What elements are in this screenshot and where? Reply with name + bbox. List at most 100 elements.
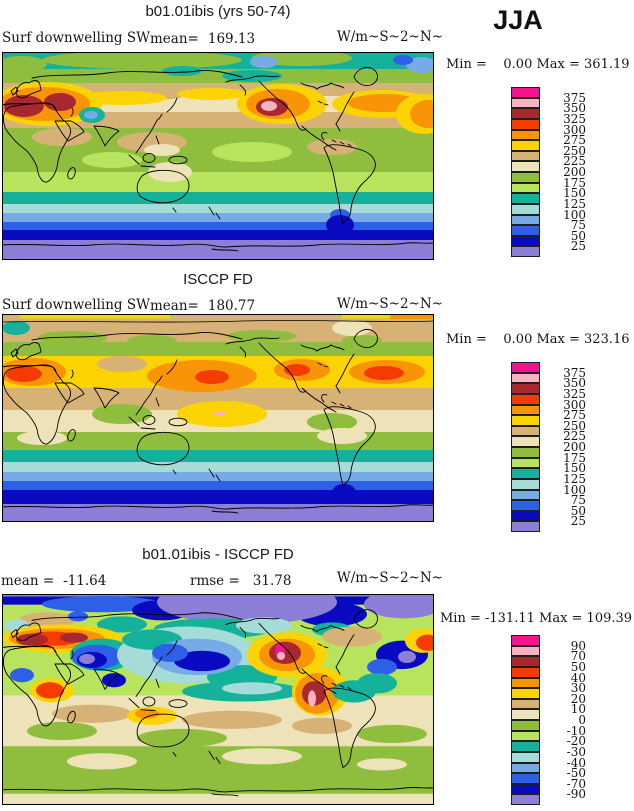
panel1-minmax: Min = 0.00 Max = 361.19: [446, 57, 630, 72]
panel3-colorbar: 90 70 50 40 30 20 10 0 -10 -20 -30 -40 -50 -70 -90: [511, 635, 591, 807]
map-diff: [2, 594, 434, 805]
panel3-title: b01.01ibis - ISCCP FD: [142, 546, 294, 563]
colorbar-box: [511, 635, 540, 646]
colorbar-tick-label: 375: [563, 365, 586, 380]
panel3-rmse-label: rmse =: [190, 573, 240, 589]
colorbar-box: [511, 762, 540, 774]
colorbar-box: [511, 393, 540, 405]
colorbar-box: [511, 666, 540, 678]
colorbar-box: [511, 214, 540, 226]
colorbar-tick-label: 125: [563, 196, 586, 211]
colorbar-box: [511, 677, 540, 689]
colorbar-box: [511, 730, 540, 742]
colorbar-tick-label: 50: [570, 228, 586, 243]
colorbar-box: [511, 150, 540, 162]
colorbar-box: [511, 688, 540, 699]
field-model: [2, 52, 434, 260]
colorbar-box: [511, 225, 540, 236]
colorbar-box: [511, 235, 540, 247]
panel2-title: ISCCP FD: [183, 271, 253, 288]
season-label: JJA: [493, 5, 543, 35]
colorbar-tick-label: -40: [566, 755, 586, 770]
colorbar-box: [511, 773, 540, 784]
colorbar-tick-label: 75: [570, 493, 586, 508]
colorbar-tick-label: 50: [570, 503, 586, 518]
colorbar-box: [511, 193, 540, 204]
colorbar-tick-label: 325: [563, 386, 586, 401]
colorbar-tick-label: 275: [563, 408, 586, 423]
colorbar-box: [511, 108, 540, 119]
map-model: [2, 52, 434, 260]
colorbar-box: [511, 140, 540, 151]
colorbar-tick-label: 350: [563, 101, 586, 116]
colorbar-box: [511, 415, 540, 426]
colorbar-tick-label: 325: [563, 111, 586, 126]
panel1-title: b01.01ibis (yrs 50-74): [145, 3, 291, 20]
field-obs: [2, 314, 434, 522]
colorbar-tick-label: -50: [566, 766, 586, 781]
colorbar-box: [511, 118, 540, 130]
colorbar-box: [511, 500, 540, 511]
colorbar-tick-label: 250: [563, 143, 586, 158]
panel1-units: W/m~S~2~N~: [336, 29, 443, 45]
colorbar-tick-label: 70: [570, 649, 586, 664]
colorbar-tick-label: -30: [566, 744, 586, 759]
field-diff: [2, 594, 434, 805]
colorbar-box: [511, 372, 540, 384]
colorbar-tick-label: 90: [570, 638, 586, 653]
panel3-units: W/m~S~2~N~: [336, 570, 443, 586]
panel2-mean-value: 180.77: [207, 298, 256, 314]
colorbar-tick-label: 300: [563, 397, 586, 412]
colorbar-tick-label: -10: [566, 723, 586, 738]
panel2-minmax: Min = 0.00 Max = 323.16: [446, 332, 630, 347]
colorbar-box: [511, 709, 540, 720]
colorbar-tick-label: 75: [570, 218, 586, 233]
panel1-colorbar: 375 350 325 300 275 250 225 200 175 150 125 100 75 50…: [511, 87, 591, 259]
colorbar-box: [511, 129, 540, 141]
colorbar-tick-label: 150: [563, 186, 586, 201]
colorbar-tick-label: 0: [578, 713, 586, 727]
colorbar-box: [511, 172, 540, 183]
colorbar-box: [511, 783, 540, 795]
colorbar-box: [511, 404, 540, 416]
colorbar-box: [511, 468, 540, 479]
panel2-variable-label: Surf downwelling SW: [2, 297, 150, 313]
panel1-mean: mean= 169.13: [150, 31, 255, 47]
panel2-mean: mean= 180.77: [150, 298, 255, 314]
colorbar-tick-label: 25: [570, 239, 586, 254]
colorbar-box: [511, 87, 540, 98]
colorbar-box: [511, 478, 540, 490]
colorbar-tick-label: 225: [563, 154, 586, 169]
colorbar-box: [511, 720, 540, 731]
colorbar-tick-label: 275: [563, 133, 586, 148]
colorbar-tick-label: 300: [563, 122, 586, 137]
colorbar-box: [511, 741, 540, 752]
colorbar-box: [511, 246, 540, 257]
colorbar-tick-label: 150: [563, 461, 586, 476]
colorbar-tick-label: 350: [563, 376, 586, 391]
colorbar-tick-label: 100: [563, 207, 586, 222]
colorbar-box: [511, 656, 540, 667]
colorbar-tick-label: 100: [563, 482, 586, 497]
colorbar-tick-label: 175: [563, 450, 586, 465]
panel3-mean-label: mean =: [1, 573, 55, 589]
panel2-colorbar: 375 350 325 300 275 250 225 200 175 150 125 100 75 50…: [511, 362, 591, 534]
panel3-rmse-value: 31.78: [252, 573, 292, 589]
panel3-mean-value: -11.64: [63, 573, 107, 589]
colorbar-tick-label: 25: [570, 514, 586, 529]
panel1-mean-value: 169.13: [207, 31, 256, 47]
colorbar-tick-label: -20: [566, 734, 586, 749]
colorbar-tick-label: 10: [570, 702, 586, 717]
colorbar-box: [511, 203, 540, 215]
colorbar-box: [511, 521, 540, 532]
panel3-rmse: rmse = 31.78: [190, 573, 291, 589]
colorbar-box: [511, 645, 540, 657]
colorbar-box: [511, 510, 540, 522]
colorbar-tick-label: 200: [563, 165, 586, 179]
colorbar-tick-label: -70: [566, 776, 586, 791]
colorbar-box: [511, 436, 540, 447]
panel1-variable-label: Surf downwelling SW: [2, 30, 150, 46]
colorbar-tick-label: 30: [570, 681, 586, 696]
colorbar-box: [511, 362, 540, 373]
